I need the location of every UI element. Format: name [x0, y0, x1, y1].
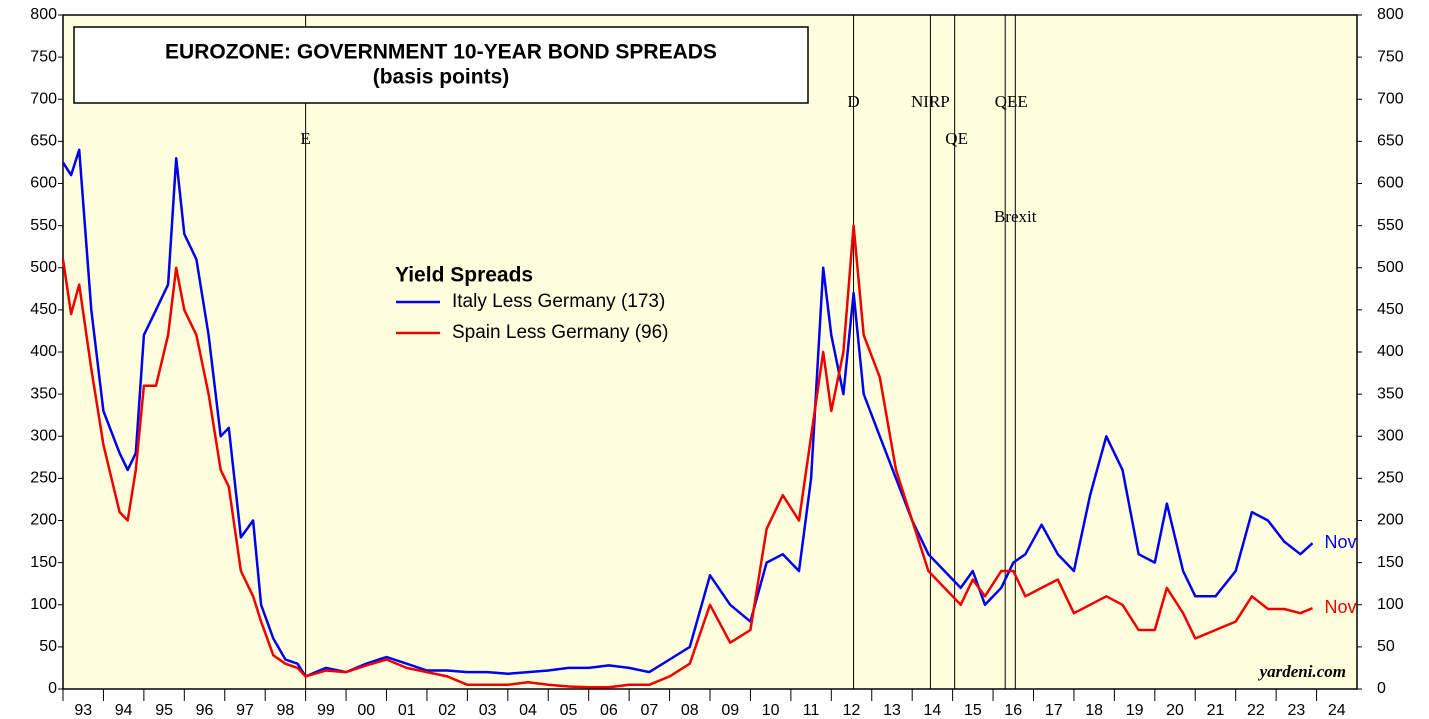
y-tick-label: 100 [30, 596, 57, 613]
chart-title: EUROZONE: GOVERNMENT 10-YEAR BOND SPREAD… [165, 41, 717, 64]
x-tick-label: 00 [357, 702, 375, 719]
y2-tick-label: 550 [1377, 217, 1404, 234]
x-tick-label: 99 [317, 702, 335, 719]
y2-tick-label: 650 [1377, 133, 1404, 150]
x-tick-label: 09 [721, 702, 739, 719]
y2-tick-label: 400 [1377, 343, 1404, 360]
y2-tick-label: 100 [1377, 596, 1404, 613]
legend-label: Spain Less Germany (96) [452, 322, 669, 343]
x-tick-label: 03 [479, 702, 497, 719]
y-tick-label: 500 [30, 259, 57, 276]
x-tick-label: 95 [155, 702, 173, 719]
y2-tick-label: 300 [1377, 427, 1404, 444]
y-tick-label: 400 [30, 343, 57, 360]
x-tick-label: 23 [1287, 702, 1305, 719]
y2-tick-label: 350 [1377, 385, 1404, 402]
series-line [61, 148, 1314, 678]
x-tick-label: 22 [1247, 702, 1265, 719]
y-tick-label: 450 [30, 301, 57, 318]
y2-tick-label: 500 [1377, 259, 1404, 276]
x-tick-label: 02 [438, 702, 456, 719]
y2-tick-label: 150 [1377, 554, 1404, 571]
x-tick-label: 13 [883, 702, 901, 719]
end-label: Nov [1325, 532, 1357, 552]
plot-area [62, 14, 1358, 690]
x-tick-label: 08 [681, 702, 699, 719]
series-line [61, 224, 1313, 689]
y-tick-label: 200 [30, 512, 57, 529]
y-tick-label: 250 [30, 470, 57, 487]
y2-tick-label: 600 [1377, 175, 1404, 192]
x-tick-label: 16 [1004, 702, 1022, 719]
y2-tick-label: 200 [1377, 512, 1404, 529]
y-tick-label: 550 [30, 217, 57, 234]
x-tick-label: 01 [398, 702, 416, 719]
x-tick-label: 11 [803, 702, 820, 719]
x-tick-label: 19 [1126, 702, 1144, 719]
y-tick-label: 650 [30, 133, 57, 150]
y2-tick-label: 700 [1377, 90, 1404, 107]
event-label: Brexit [994, 207, 1037, 226]
marks [61, 15, 1314, 689]
y-tick-label: 0 [48, 680, 57, 697]
x-tick-label: 15 [964, 702, 982, 719]
x-tick-label: 21 [1207, 702, 1225, 719]
y2-tick-label: 0 [1377, 680, 1386, 697]
x-tick-label: 97 [236, 702, 254, 719]
y-tick-label: 600 [30, 175, 57, 192]
event-label: E [300, 129, 310, 148]
event-label: QEE [995, 92, 1028, 111]
y-tick-label: 350 [30, 385, 57, 402]
x-tick-label: 94 [115, 702, 133, 719]
x-tick-label: 06 [600, 702, 618, 719]
y2-tick-label: 250 [1377, 470, 1404, 487]
y-tick-label: 150 [30, 554, 57, 571]
y-tick-label: 700 [30, 90, 57, 107]
x-tick-label: 18 [1085, 702, 1103, 719]
x-tick-label: 12 [843, 702, 861, 719]
y2-tick-label: 800 [1377, 6, 1404, 23]
legend-title: Yield Spreads [395, 264, 533, 287]
x-tick-label: 07 [640, 702, 658, 719]
source: yardeni.com [1258, 662, 1346, 681]
x-tick-label: 17 [1045, 702, 1063, 719]
x-tick-label: 14 [924, 702, 942, 719]
x-tick-label: 04 [519, 702, 537, 719]
title-box [73, 26, 809, 104]
legend-label: Italy Less Germany (173) [452, 291, 665, 312]
y2-tick-label: 450 [1377, 301, 1404, 318]
y-tick-label: 800 [30, 6, 57, 23]
y-tick-label: 750 [30, 48, 57, 65]
x-tick-label: 24 [1328, 702, 1346, 719]
event-label: QE [945, 129, 968, 148]
x-tick-label: 10 [762, 702, 780, 719]
chart-subtitle: (basis points) [373, 66, 510, 89]
event-label: NIRP [911, 92, 950, 111]
x-tick-label: 20 [1166, 702, 1184, 719]
x-tick-label: 98 [277, 702, 295, 719]
end-label: Nov [1325, 597, 1357, 617]
y2-tick-label: 50 [1377, 638, 1395, 655]
y-tick-label: 50 [39, 638, 57, 655]
event-label: D [847, 92, 859, 111]
x-tick-label: 93 [74, 702, 92, 719]
y-tick-label: 300 [30, 427, 57, 444]
x-tick-label: 05 [560, 702, 578, 719]
y2-tick-label: 750 [1377, 48, 1404, 65]
x-tick-label: 96 [196, 702, 214, 719]
